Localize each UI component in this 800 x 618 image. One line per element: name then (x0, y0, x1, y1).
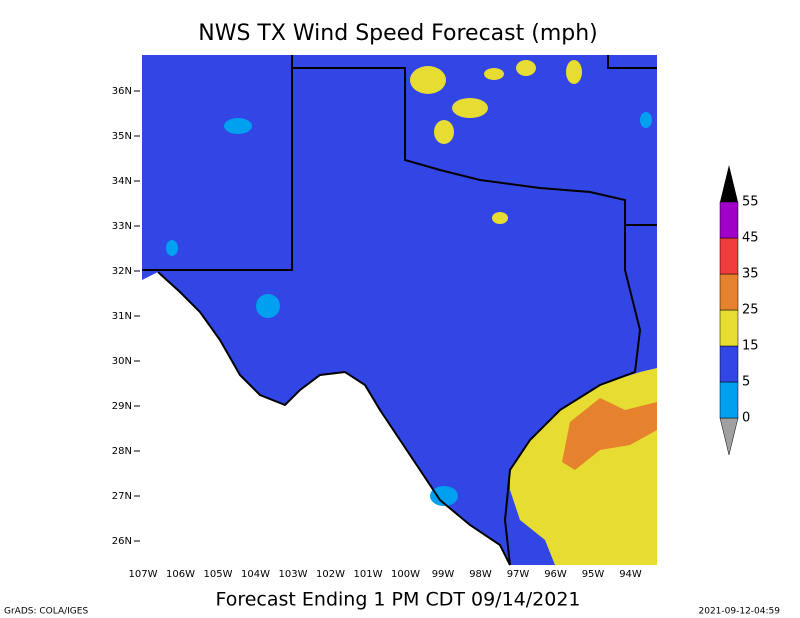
lon-label: 100W (391, 569, 420, 580)
lat-label: 34N (112, 176, 132, 187)
lat-label: 29N (112, 401, 132, 412)
timestamp: 2021-09-12-04:59 (699, 607, 781, 617)
lat-label: 35N (112, 131, 132, 142)
colorbar-label: 25 (742, 303, 759, 318)
wind-0-5-blobs (166, 112, 652, 506)
lon-label: 102W (316, 569, 345, 580)
lon-label: 97W (507, 569, 530, 580)
lon-label: 101W (354, 569, 383, 580)
lon-label: 98W (469, 569, 492, 580)
lon-label: 107W (129, 569, 158, 580)
wind-25-35 (562, 398, 657, 470)
colorbar-label: 35 (742, 267, 759, 282)
colorbar-segment (719, 201, 739, 239)
title: NWS TX Wind Speed Forecast (mph) (198, 21, 598, 46)
lon-label: 99W (432, 569, 455, 580)
colorbar-label: 0 (742, 411, 750, 426)
colorbar-segment (719, 381, 739, 419)
colorbar-segment (719, 345, 739, 383)
colorbar-segment (719, 237, 739, 275)
colorbar-segment (719, 309, 739, 347)
lon-label: 105W (204, 569, 233, 580)
colorbar-label: 5 (742, 375, 750, 390)
lat-label: 30N (112, 356, 132, 367)
wind-15-25-blobs (410, 60, 582, 224)
lat-label: 28N (112, 446, 132, 457)
colorbar-segment (719, 273, 739, 311)
lon-label: 96W (544, 569, 567, 580)
mexico-mask (142, 272, 510, 565)
colorbar-under (719, 417, 739, 456)
colorbar-over (720, 165, 738, 202)
credit: GrADS: COLA/IGES (4, 607, 88, 617)
borders (142, 55, 657, 566)
lon-label: 103W (279, 569, 308, 580)
lat-label: 26N (112, 536, 132, 547)
lat-label: 31N (112, 311, 132, 322)
colorbar-label: 45 (742, 231, 759, 246)
colorbar-label: 55 (742, 195, 759, 210)
colorbar-label: 15 (742, 339, 759, 354)
lon-label: 106W (166, 569, 195, 580)
map (142, 55, 657, 566)
lon-label: 104W (241, 569, 270, 580)
lat-label: 33N (112, 221, 132, 232)
lat-label: 27N (112, 491, 132, 502)
lon-label: 94W (619, 569, 642, 580)
lat-label: 36N (112, 86, 132, 97)
lon-label: 95W (582, 569, 605, 580)
footer: Forecast Ending 1 PM CDT 09/14/2021 (215, 589, 580, 611)
lat-label: 32N (112, 266, 132, 277)
